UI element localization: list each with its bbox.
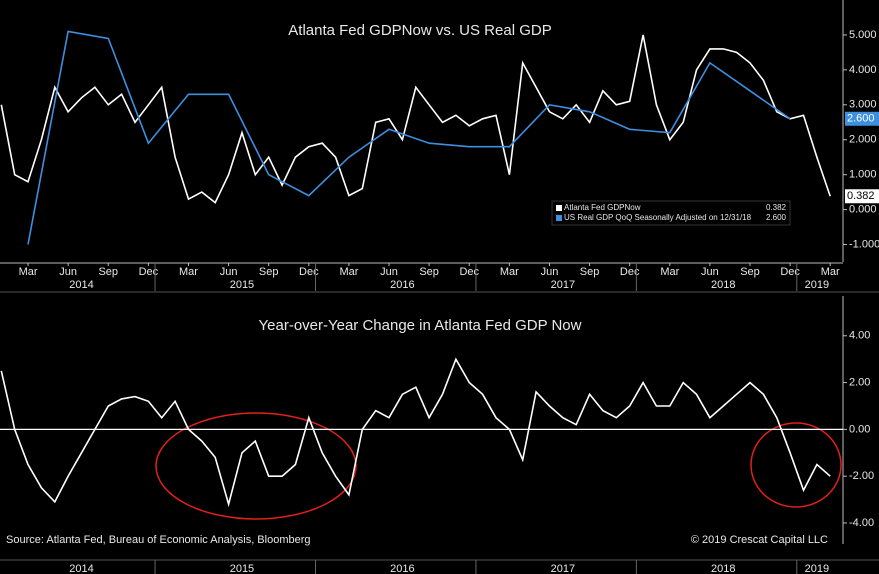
series-line xyxy=(0,357,831,508)
x-tick-label: Jun xyxy=(59,266,77,278)
x-tick-label: Jun xyxy=(541,266,559,278)
last-value-tag xyxy=(845,189,879,204)
x-tick-label: Sep xyxy=(259,266,279,278)
x-tick-label: Mar xyxy=(821,266,840,278)
x-tick-label: 2017 xyxy=(551,563,575,574)
copyright: © 2019 Crescat Capital LLC xyxy=(691,534,828,546)
y-tick-label: 0.000 xyxy=(849,204,877,216)
legend-label: US Real GDP QoQ Seasonally Adjusted on 1… xyxy=(564,213,752,222)
x-year-label: 2016 xyxy=(390,279,414,291)
x-tick-label: Jun xyxy=(701,266,719,278)
x-year-label: 2014 xyxy=(69,279,93,291)
x-tick-label: 2015 xyxy=(230,563,254,574)
x-tick-label: Mar xyxy=(500,266,519,278)
y-tick-label: 3.000 xyxy=(849,99,877,111)
last-value-tag xyxy=(845,111,879,126)
legend-swatch xyxy=(556,215,562,221)
highlight-ellipse xyxy=(155,412,357,520)
x-tick-label: Dec xyxy=(459,266,479,278)
x-tick-label: 2019 xyxy=(805,563,829,574)
legend-swatch xyxy=(556,205,562,211)
series-line xyxy=(0,34,831,204)
legend-label: Atlanta Fed GDPNow xyxy=(564,203,641,212)
x-year-label: 2017 xyxy=(551,279,575,291)
legend-value: 2.600 xyxy=(766,213,787,222)
y-tick-label: -4.00 xyxy=(849,517,874,529)
highlight-ellipse xyxy=(750,422,842,508)
last-value-label: 2.600 xyxy=(847,113,875,125)
x-tick-label: Mar xyxy=(339,266,358,278)
x-year-label: 2018 xyxy=(711,279,735,291)
chart-title: Atlanta Fed GDPNow vs. US Real GDP xyxy=(288,22,551,39)
x-tick-label: 2014 xyxy=(69,563,93,574)
x-tick-label: Jun xyxy=(380,266,398,278)
y-tick-label: 4.000 xyxy=(849,64,877,76)
x-tick-label: Jun xyxy=(220,266,238,278)
x-tick-label: Mar xyxy=(660,266,679,278)
x-tick-label: Dec xyxy=(299,266,319,278)
y-tick-label: -2.00 xyxy=(849,470,874,482)
y-tick-label: 2.000 xyxy=(849,134,877,146)
x-tick-label: Sep xyxy=(419,266,439,278)
x-tick-label: Sep xyxy=(98,266,118,278)
x-tick-label: Dec xyxy=(780,266,800,278)
x-tick-label: Sep xyxy=(580,266,600,278)
x-year-label: 2019 xyxy=(805,279,829,291)
chart-title: Year-over-Year Change in Atlanta Fed GDP… xyxy=(259,317,582,334)
legend-box xyxy=(551,200,791,226)
x-tick-label: 2016 xyxy=(390,563,414,574)
x-tick-label: Mar xyxy=(179,266,198,278)
last-value-label: 0.382 xyxy=(847,190,875,202)
source-note: Source: Atlanta Fed, Bureau of Economic … xyxy=(6,534,311,546)
y-tick-label: 0.00 xyxy=(849,423,870,435)
x-tick-label: 2018 xyxy=(711,563,735,574)
y-tick-label: 1.000 xyxy=(849,169,877,181)
x-tick-label: Dec xyxy=(620,266,640,278)
x-tick-label: Mar xyxy=(19,266,38,278)
y-tick-label: 5.000 xyxy=(849,29,877,41)
x-tick-label: Sep xyxy=(740,266,760,278)
x-tick-label: Dec xyxy=(139,266,159,278)
y-tick-label: -1.000 xyxy=(849,238,879,250)
series-line xyxy=(27,30,791,245)
legend-value: 0.382 xyxy=(766,203,787,212)
y-tick-label: 2.00 xyxy=(849,376,870,388)
y-tick-label: 4.00 xyxy=(849,330,870,342)
x-year-label: 2015 xyxy=(230,279,254,291)
